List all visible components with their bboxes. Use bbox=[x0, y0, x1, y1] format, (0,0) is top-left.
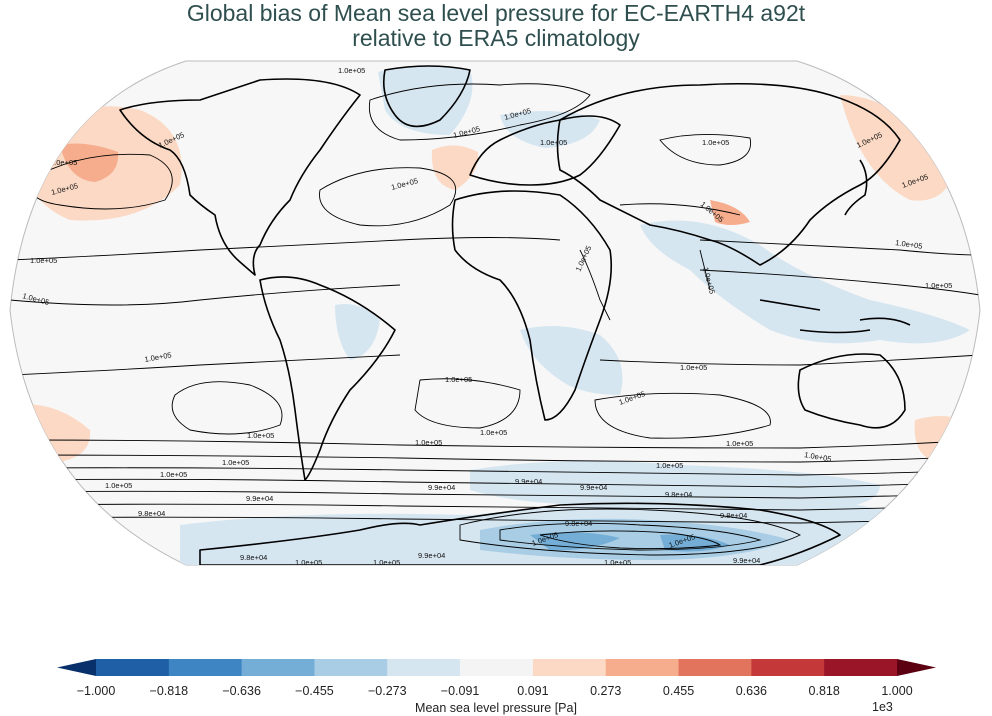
colorbar-tick-label: 0.636 bbox=[735, 684, 767, 698]
contour-label: 9.9e+04 bbox=[580, 483, 607, 492]
contour-label: 1.0e+05 bbox=[338, 66, 365, 75]
colorbar-segment bbox=[605, 659, 680, 676]
colorbar-extend-min bbox=[57, 659, 96, 676]
colorbar-tick-label: −0.636 bbox=[222, 684, 261, 698]
colorbar-segment bbox=[678, 659, 752, 676]
colorbar-tick-label: −0.091 bbox=[440, 684, 480, 698]
contour-label: 1.0e+05 bbox=[895, 238, 923, 251]
contour-label: 1.0e+05 bbox=[247, 431, 274, 440]
contour-label: 9.8e+04 bbox=[240, 553, 267, 562]
contour-label: 1.0e+05 bbox=[702, 138, 729, 147]
colorbar-tick-label: −0.455 bbox=[295, 684, 334, 698]
map-title-line-2: relative to ERA5 climatology bbox=[352, 25, 640, 51]
africa bbox=[451, 190, 613, 421]
contour-label: 9.9e+04 bbox=[428, 483, 455, 492]
contour-label: 1.0e+05 bbox=[295, 558, 322, 567]
south-america bbox=[259, 276, 396, 481]
japan bbox=[844, 159, 868, 216]
colorbar-segment bbox=[387, 659, 461, 676]
contour-label: 9.8e+04 bbox=[665, 490, 692, 499]
colorbar-exponent: 1e3 bbox=[872, 700, 893, 714]
north-america bbox=[119, 78, 361, 276]
australia bbox=[797, 353, 906, 429]
contour-label: 9.8e+04 bbox=[720, 511, 747, 520]
colorbar-segment bbox=[241, 659, 315, 676]
pressure-contours bbox=[10, 83, 980, 556]
contour-label: 1.0e+05 bbox=[726, 439, 753, 448]
colorbar-tick-label: 0.455 bbox=[662, 684, 695, 698]
colorbar-tick-label: 0.091 bbox=[517, 684, 549, 698]
colorbar-segment bbox=[460, 659, 534, 676]
contour-label: 1.0e+05 bbox=[925, 281, 952, 290]
colorbar-tick-label: 1.000 bbox=[881, 684, 913, 698]
colorbar-segment bbox=[96, 659, 170, 676]
colorbar-tick-label: 0.273 bbox=[590, 684, 622, 698]
colorbar-tick-label: −0.818 bbox=[149, 684, 189, 698]
contour-label: 9.9e+04 bbox=[246, 494, 273, 503]
colorbar-extend-max bbox=[897, 659, 936, 676]
contour-label: 1.0e+05 bbox=[680, 363, 707, 372]
greenland bbox=[382, 65, 471, 128]
colorbar-label: Mean sea level pressure [Pa] bbox=[415, 701, 577, 715]
contour-label: 1.0e+05 bbox=[540, 138, 567, 147]
contour-label: 9.9e+04 bbox=[733, 556, 760, 565]
antarctica bbox=[199, 502, 841, 565]
colorbar-segment bbox=[751, 659, 825, 676]
contour-label: 9.9e+04 bbox=[418, 551, 445, 560]
contour-label: 1.0e+05 bbox=[415, 438, 442, 447]
contour-label: 9.9e+04 bbox=[515, 477, 542, 486]
colorbar bbox=[57, 659, 936, 676]
contour-label: 1.0e+05 bbox=[50, 158, 77, 167]
contour-label: 1.0e+05 bbox=[445, 375, 472, 384]
colorbar-segment bbox=[824, 659, 898, 676]
colorbar-tick-label: 0.818 bbox=[808, 684, 840, 698]
colorbar-segment bbox=[168, 659, 243, 676]
asia bbox=[556, 82, 901, 266]
colorbar-segment bbox=[532, 659, 607, 676]
contour-labels: 1.0e+05 1.0e+05 1.0e+05 1.0e+05 1.0e+05 … bbox=[21, 66, 952, 567]
contour-label: 9.8e+04 bbox=[138, 509, 165, 518]
contour-label: 9.8e+04 bbox=[565, 519, 592, 528]
colorbar-tick-label: −0.273 bbox=[367, 684, 407, 698]
contour-label: 1.0e+05 bbox=[604, 558, 631, 567]
contour-label: 1.0e+05 bbox=[656, 461, 683, 470]
contour-label: 1.0e+05 bbox=[222, 458, 249, 467]
contour-label: 1.0e+05 bbox=[105, 481, 132, 490]
indonesia bbox=[759, 299, 911, 334]
europe bbox=[469, 115, 621, 186]
colorbar-tick-label: −1.000 bbox=[76, 684, 116, 698]
contour-label: 1.0e+05 bbox=[480, 428, 507, 437]
contour-label: 1.0e+05 bbox=[373, 558, 400, 567]
map-title-line-1: Global bias of Mean sea level pressure f… bbox=[186, 0, 806, 26]
coastlines bbox=[119, 65, 911, 565]
contour-label: 1.0e+05 bbox=[30, 256, 57, 265]
contour-label: 1.0e+05 bbox=[160, 470, 187, 479]
colorbar-segment bbox=[314, 659, 388, 676]
